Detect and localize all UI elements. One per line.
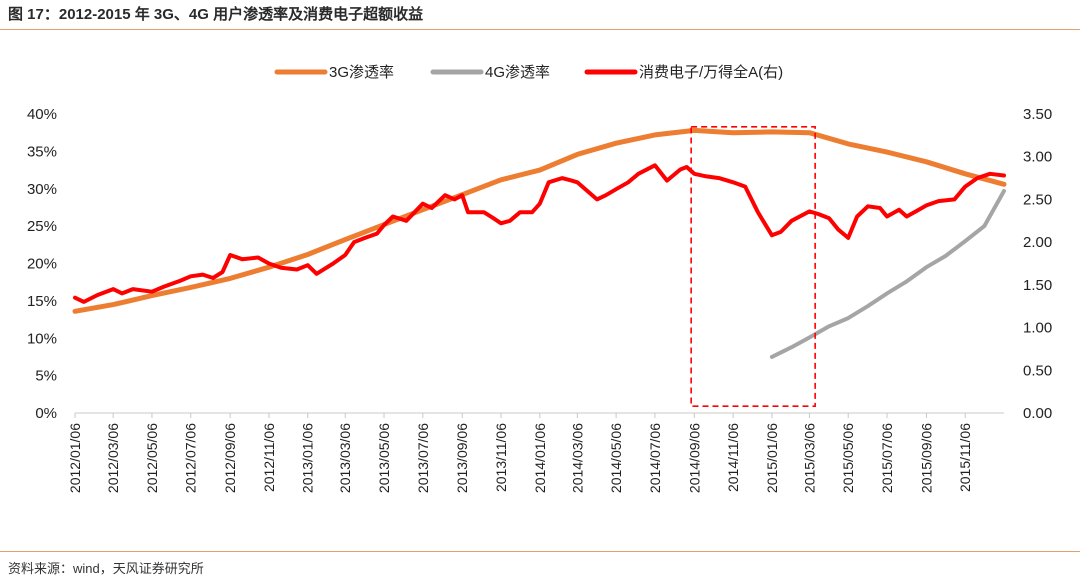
legend-label-3: 消费电子/万得全A(右): [639, 63, 783, 81]
y-left-tick-label: 35%: [27, 143, 57, 160]
x-tick-label: 2014/05/06: [608, 423, 624, 493]
y-right-tick-label: 1.00: [1023, 320, 1052, 337]
x-tick-label: 2015/01/06: [764, 423, 780, 493]
x-tick-label: 2014/11/06: [725, 423, 741, 492]
annotation-layer: [690, 126, 816, 407]
x-tick-label: 2013/07/06: [415, 423, 431, 493]
y-left-tick-label: 15%: [27, 293, 57, 310]
legend: 3G渗透率 4G渗透率 消费电子/万得全A(右): [274, 63, 783, 81]
chart: 3G渗透率 4G渗透率 消费电子/万得全A(右) 2012/01/06 2012/03…: [27, 63, 1052, 493]
y-right-tick-label: 1.50: [1023, 277, 1052, 294]
series-line-3: [73, 163, 1006, 304]
x-tick-label: 2013/11/06: [493, 423, 509, 492]
y-right-tick-label: 0.00: [1023, 405, 1052, 422]
x-tick-label: 2015/03/06: [801, 423, 817, 493]
highlight-box: [690, 126, 816, 407]
bottom-rule: [0, 551, 1080, 552]
y-right-tick-label: 3.50: [1023, 106, 1052, 123]
series-lines: [72, 127, 1007, 359]
x-tick-label: 2012/11/06: [261, 423, 277, 492]
y-left-tick-label: 5%: [35, 368, 57, 385]
source-note: 资料来源：wind，天风证券研究所: [8, 561, 204, 576]
y-left-tick-label: 25%: [27, 218, 57, 235]
y-right-tick-label: 0.50: [1023, 362, 1052, 379]
y-left-tick-label: 30%: [27, 181, 57, 198]
y-left-tick-label: 10%: [27, 330, 57, 347]
x-tick-label: 2012/09/06: [222, 423, 238, 493]
series-line-2: [769, 189, 1006, 359]
y-left-tick-label: 0%: [35, 405, 57, 422]
x-tick-label: 2014/07/06: [647, 423, 663, 493]
x-tick-label: 2014/01/06: [532, 423, 548, 493]
y-left-tick-label: 20%: [27, 256, 57, 273]
x-tick-label: 2013/05/06: [376, 423, 392, 493]
y-right-tick-label: 2.50: [1023, 191, 1052, 208]
top-rule: [0, 29, 1080, 30]
x-tick-label: 2012/07/06: [183, 423, 199, 493]
y-right-tick-label: 3.00: [1023, 149, 1052, 166]
x-tick-label: 2014/03/06: [569, 423, 585, 493]
x-tick-label: 2012/03/06: [105, 423, 121, 493]
x-tick-label: 2012/01/06: [67, 423, 83, 493]
y-left-tick-label: 40%: [27, 106, 57, 123]
x-tick-label: 2012/05/06: [144, 423, 160, 493]
axes: 2012/01/06 2012/03/06 2012/05/06 2012/07/06…: [27, 106, 1052, 493]
x-tick-label: 2015/05/06: [840, 423, 856, 493]
legend-label-2: 4G渗透率: [485, 64, 550, 81]
figure-title: 图 17：2012-2015 年 3G、4G 用户渗透率及消费电子超额收益: [8, 6, 424, 23]
x-tick-label: 2014/09/06: [686, 423, 702, 493]
x-tick-label: 2015/11/06: [957, 423, 973, 492]
legend-label-1: 3G渗透率: [329, 64, 394, 81]
series-line-1: [72, 127, 1007, 314]
x-tick-label: 2013/01/06: [300, 423, 316, 493]
x-tick-label: 2015/07/06: [879, 423, 895, 493]
x-tick-label: 2013/09/06: [454, 423, 470, 493]
x-tick-label: 2013/03/06: [337, 423, 353, 493]
x-tick-label: 2015/09/06: [918, 423, 934, 493]
y-right-tick-label: 2.00: [1023, 234, 1052, 251]
